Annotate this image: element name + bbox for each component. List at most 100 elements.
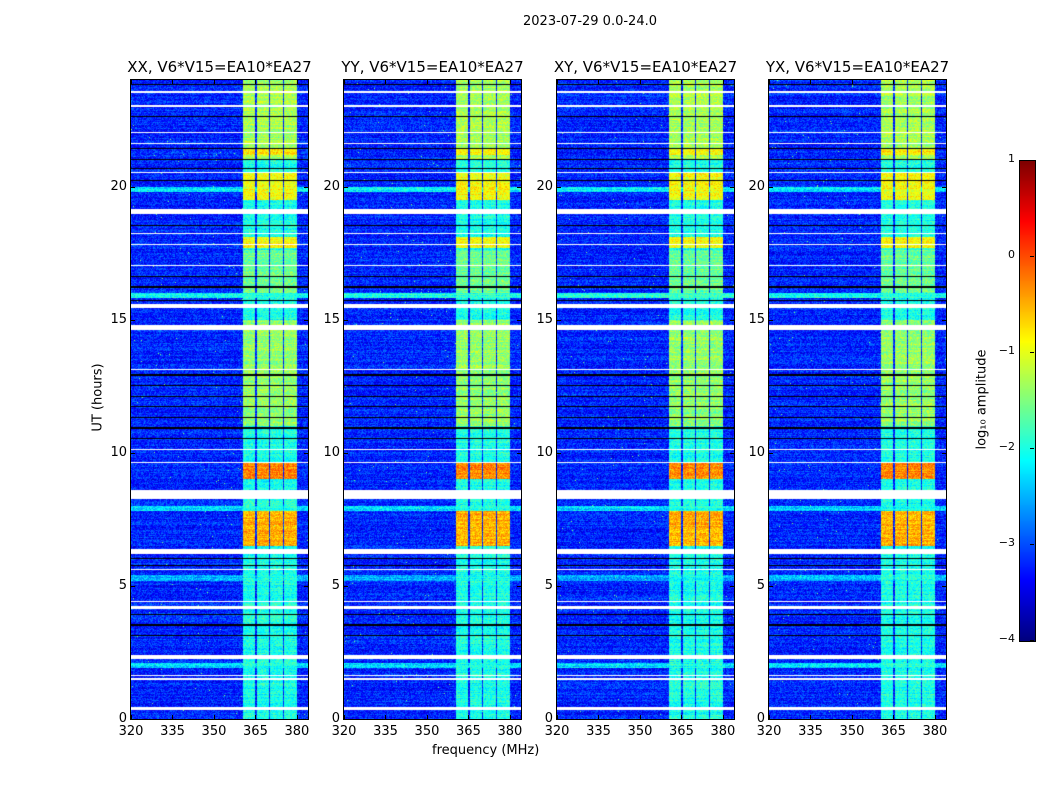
- x-tick-label: 380: [497, 724, 523, 739]
- colorbar-tick-label: 0: [1008, 248, 1015, 261]
- x-tick-mark: [639, 715, 641, 719]
- x-tick-label: 350: [414, 724, 440, 739]
- y-tick-mark: [344, 719, 348, 720]
- colorbar-tick-label: −3: [998, 536, 1015, 549]
- x-tick-mark: [598, 80, 600, 84]
- y-tick-label: 10: [110, 444, 127, 460]
- y-tick-mark: [131, 319, 135, 321]
- y-tick-label: 0: [756, 711, 765, 726]
- colorbar-label: log₁₀ amplitude: [974, 349, 990, 450]
- x-tick-mark: [639, 80, 641, 84]
- y-tick-mark: [730, 452, 734, 454]
- y-tick-label: 5: [756, 577, 765, 593]
- y-tick-mark: [131, 452, 135, 454]
- y-tick-mark: [304, 319, 308, 321]
- colorbar-tick-mark: [1030, 352, 1034, 353]
- spectrogram-panel: [343, 79, 522, 720]
- x-tick-mark: [893, 715, 895, 719]
- x-tick-label: 365: [456, 724, 481, 739]
- spectrogram-panel: [130, 79, 309, 720]
- x-tick-mark: [255, 80, 257, 84]
- colorbar-tick-mark: [1030, 640, 1034, 641]
- panel-title: XX, V6*V15=EA10*EA27: [127, 58, 312, 76]
- x-tick-mark: [810, 715, 812, 719]
- x-tick-mark: [344, 80, 345, 84]
- y-tick-mark: [730, 585, 734, 587]
- spectrogram-panel: [556, 79, 735, 720]
- y-tick-mark: [517, 585, 521, 587]
- y-tick-mark: [769, 452, 773, 454]
- x-tick-mark: [893, 80, 895, 84]
- y-tick-mark: [304, 719, 308, 720]
- y-tick-mark: [517, 719, 521, 720]
- spectrogram-panel: [768, 79, 947, 720]
- y-tick-mark: [304, 452, 308, 454]
- x-tick-label: 350: [627, 724, 653, 739]
- spectrogram-image: [769, 80, 946, 719]
- x-tick-mark: [722, 715, 724, 719]
- colorbar-tick-mark: [1030, 256, 1034, 257]
- y-tick-label: 10: [323, 444, 340, 460]
- x-tick-label: 320: [544, 724, 570, 739]
- x-tick-label: 335: [373, 724, 398, 739]
- x-tick-mark: [722, 80, 724, 84]
- y-tick-mark: [730, 186, 734, 188]
- y-tick-mark: [517, 186, 521, 188]
- y-tick-mark: [344, 585, 348, 587]
- y-tick-mark: [769, 719, 773, 720]
- x-tick-mark: [296, 80, 298, 84]
- x-tick-mark: [509, 715, 511, 719]
- x-tick-mark: [851, 80, 853, 84]
- y-tick-mark: [730, 719, 734, 720]
- y-tick-mark: [769, 585, 773, 587]
- y-tick-mark: [304, 585, 308, 587]
- y-tick-mark: [557, 719, 561, 720]
- x-tick-mark: [934, 80, 936, 84]
- y-tick-label: 20: [110, 178, 127, 194]
- figure-title: 2023-07-29 0.0-24.0: [523, 14, 657, 29]
- x-tick-label: 335: [160, 724, 185, 739]
- y-tick-mark: [131, 186, 135, 188]
- y-tick-label: 15: [323, 311, 340, 327]
- colorbar-tick-label: −1: [998, 344, 1015, 357]
- y-tick-label: 5: [118, 577, 127, 593]
- x-tick-label: 365: [243, 724, 268, 739]
- colorbar-tick-label: 1: [1008, 152, 1015, 165]
- y-tick-mark: [131, 585, 135, 587]
- x-tick-mark: [769, 80, 770, 84]
- colorbar-tick-label: −4: [998, 632, 1015, 645]
- x-tick-mark: [468, 80, 470, 84]
- panel-title: YX, V6*V15=EA10*EA27: [765, 58, 950, 76]
- y-tick-mark: [730, 319, 734, 321]
- colorbar-tick-label: −2: [998, 440, 1015, 453]
- y-tick-label: 10: [536, 444, 553, 460]
- y-tick-mark: [942, 319, 946, 321]
- colorbar-tick-mark: [1030, 448, 1034, 449]
- y-tick-mark: [517, 452, 521, 454]
- spectrogram-image: [557, 80, 734, 719]
- x-tick-mark: [213, 715, 215, 719]
- x-tick-mark: [851, 715, 853, 719]
- y-tick-mark: [557, 452, 561, 454]
- y-tick-label: 5: [544, 577, 553, 593]
- x-tick-mark: [509, 80, 511, 84]
- x-tick-mark: [769, 715, 770, 719]
- x-axis-label: frequency (MHz): [432, 743, 540, 758]
- y-tick-mark: [344, 452, 348, 454]
- y-tick-label: 0: [118, 711, 127, 726]
- x-tick-label: 380: [284, 724, 310, 739]
- colorbar-tick-mark: [1030, 160, 1034, 161]
- y-tick-mark: [769, 319, 773, 321]
- x-tick-mark: [557, 80, 558, 84]
- x-tick-label: 320: [756, 724, 782, 739]
- x-tick-mark: [426, 715, 428, 719]
- panel-title: XY, V6*V15=EA10*EA27: [553, 58, 738, 76]
- x-tick-mark: [344, 715, 345, 719]
- x-tick-mark: [426, 80, 428, 84]
- y-tick-mark: [344, 319, 348, 321]
- y-tick-mark: [557, 585, 561, 587]
- x-tick-label: 365: [881, 724, 906, 739]
- colorbar-tick-mark: [1030, 544, 1034, 545]
- y-tick-mark: [942, 186, 946, 188]
- x-tick-label: 335: [798, 724, 823, 739]
